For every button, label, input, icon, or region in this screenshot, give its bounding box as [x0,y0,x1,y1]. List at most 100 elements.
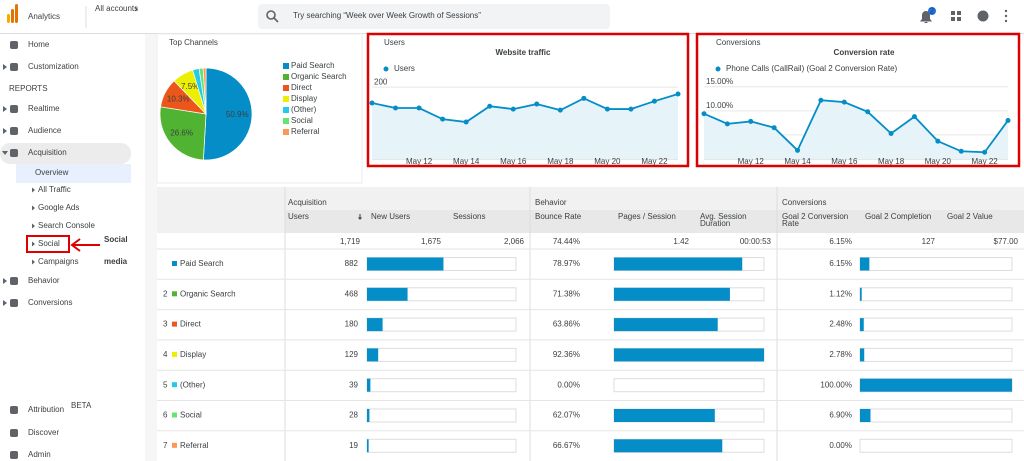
annotation: Website traffic [496,48,552,57]
channel-link[interactable]: Paid Search [180,259,224,268]
channel-link[interactable]: Direct [180,320,202,329]
bar-track [859,347,1013,362]
legend-label: Users [394,64,415,73]
channel-swatch [172,321,177,327]
channel-swatch [172,291,177,297]
legend-swatch [283,96,289,102]
expand-arrow[interactable] [2,151,8,155]
nav-subitem[interactable]: Social [38,239,60,248]
expand-arrow[interactable] [3,128,7,134]
column-header[interactable]: Goal 2 Conversion Rate [782,212,850,228]
cell-value: 28 [349,411,358,420]
channel-swatch [172,442,177,448]
legend-dot [715,66,721,72]
annotation: Social [104,235,128,244]
column-header[interactable]: Pages / Session [618,212,676,221]
column-header[interactable]: Users [288,212,309,221]
column-header[interactable]: Bounce Rate [535,212,582,221]
nav-subitem[interactable]: Overview [35,168,69,177]
channel-link[interactable]: Display [180,350,206,359]
expand-arrow[interactable] [3,106,7,112]
x-tick-label: May 18 [547,157,574,166]
pie-slice [203,67,253,161]
nav-item[interactable]: Attribution [28,405,64,414]
nav-item[interactable]: Realtime [28,104,60,113]
x-tick-label: May 18 [878,157,905,166]
bell-icon[interactable] [920,11,932,23]
cell-value: 882 [345,259,359,268]
channel-link[interactable]: Referral [180,441,209,450]
account-chevron[interactable] [134,6,138,12]
nav-item[interactable]: Customization [28,62,79,71]
channel-link[interactable]: Organic Search [180,289,236,298]
nav-subitem[interactable]: Campaigns [38,257,78,266]
column-header[interactable]: Goal 2 Value [947,212,993,221]
group-header: Conversions [782,198,826,207]
expand-arrow[interactable] [3,64,7,70]
apps-icon[interactable] [951,11,961,21]
nav-item[interactable]: Conversions [28,298,72,307]
nav-subitem[interactable]: Search Console [38,221,95,230]
nav-item[interactable]: Audience [28,126,62,135]
channel-swatch [172,261,177,266]
x-tick-label: May 14 [784,157,811,166]
column-header[interactable]: New Users [371,212,410,221]
nav-item[interactable]: Acquisition [28,148,67,157]
line [703,99,1009,154]
x-tick-label: May 20 [594,157,621,166]
legend-swatch [283,107,289,113]
cell-value: 0.00% [557,380,580,389]
column-header[interactable]: Avg. Session Duration [700,212,749,228]
logo [7,4,18,23]
point [982,149,988,155]
nav-subitem[interactable]: All Traffic [38,185,71,194]
bar [860,409,871,422]
nav-item[interactable]: Home [28,40,50,49]
bar [367,257,444,271]
expand-arrow[interactable] [3,278,7,284]
nav-item[interactable]: Behavior [28,276,60,285]
channel-swatch [172,351,177,357]
total-value: 1,675 [421,237,442,246]
legend-swatch [283,74,289,80]
annotation-box [695,32,1021,168]
cell-value: 100.00% [820,380,852,389]
search-box[interactable] [258,4,610,29]
point [818,97,824,103]
nav-item[interactable]: Discover [28,428,59,437]
bar-track [366,438,517,453]
point [865,109,871,115]
nav-item[interactable]: Admin [28,450,51,459]
point [675,91,681,97]
nav-icon [10,63,18,71]
annotation-box [366,32,690,168]
row-index: 5 [163,380,168,389]
point [841,99,847,105]
channel-link[interactable]: (Other) [180,380,206,389]
cell-value: 71.38% [553,289,580,298]
expand-arrow[interactable] [3,300,7,306]
x-tick-label: May 20 [925,157,952,166]
cell-value: 180 [345,320,359,329]
nav-subitem[interactable]: Google Ads [38,203,79,212]
more-icon[interactable] [1004,9,1008,23]
point [628,106,634,112]
bar [614,409,715,422]
bar [860,257,870,271]
column-header[interactable]: Sessions [453,212,485,221]
search-placeholder[interactable]: Try searching “Week over Week Growth of … [293,11,481,20]
sort-icon[interactable] [358,214,362,220]
channel-swatch [172,412,177,418]
help-icon[interactable] [977,10,989,22]
cell-value: 2.48% [829,320,852,329]
point [534,101,540,107]
point [651,98,657,104]
x-tick-label: May 22 [641,157,668,166]
bar-track [859,408,1013,423]
annotation: media [104,257,128,266]
badge [928,7,936,15]
channel-link[interactable]: Social [180,411,202,420]
account-picker[interactable]: All accounts [95,4,138,13]
panel-title: Users [384,38,405,47]
column-header[interactable]: Goal 2 Completion [865,212,931,221]
